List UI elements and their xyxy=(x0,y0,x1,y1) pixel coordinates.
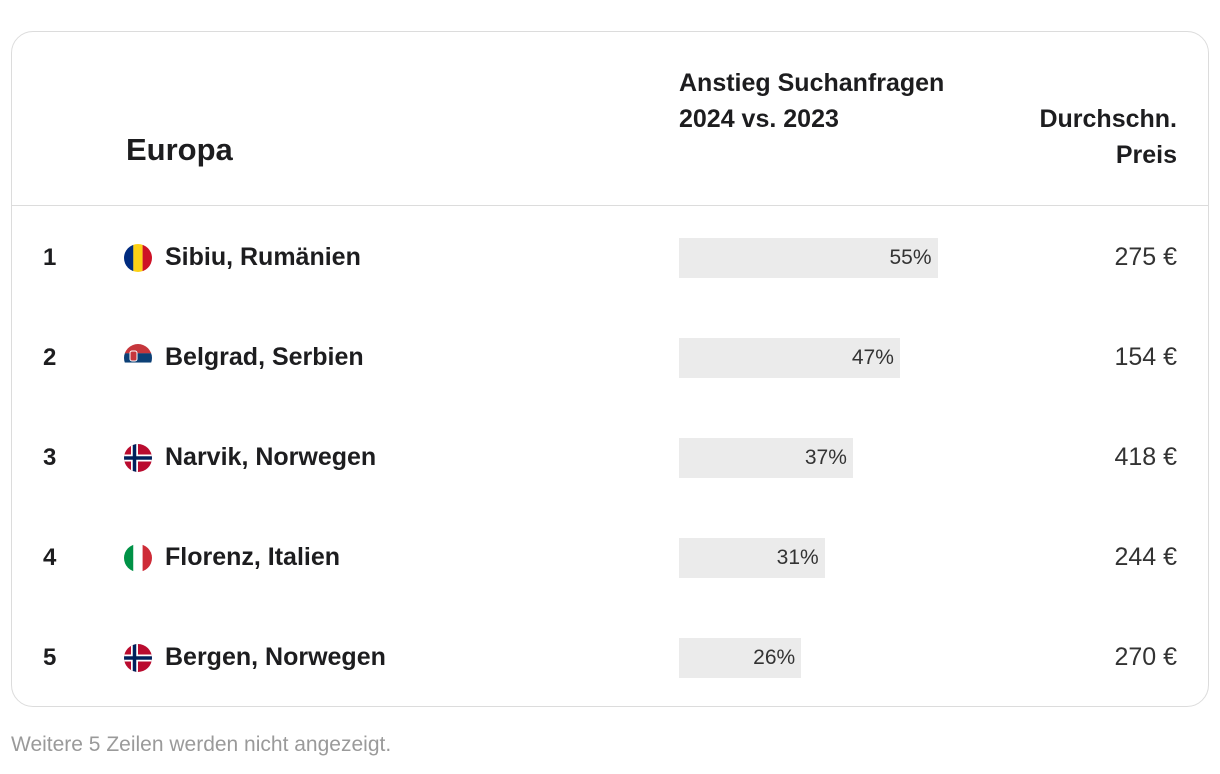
increase-label: 26% xyxy=(753,646,796,669)
increase-bar: 55% xyxy=(679,238,938,278)
flag-icon xyxy=(124,344,152,372)
table-card: Europa Anstieg Suchanfragen 2024 vs. 202… xyxy=(11,31,1209,707)
rank: 5 xyxy=(43,644,57,671)
destination-name: Florenz, Italien xyxy=(165,543,341,571)
flag-icon xyxy=(124,444,152,472)
header-increase: Anstieg Suchanfragen 2024 vs. 2023 xyxy=(679,69,945,133)
flag xyxy=(124,644,152,672)
destination-name: Sibiu, Rumänien xyxy=(165,243,361,271)
header-separator xyxy=(12,205,1208,206)
flag xyxy=(124,244,152,272)
flag-icon xyxy=(124,644,152,672)
price: 154 € xyxy=(1114,343,1177,371)
flag xyxy=(124,344,152,372)
footer-note: Weitere 5 Zeilen werden nicht angezeigt. xyxy=(11,733,392,756)
destination-name: Bergen, Norwegen xyxy=(165,643,386,671)
price: 418 € xyxy=(1114,443,1177,471)
flag xyxy=(124,544,152,572)
flag-icon xyxy=(124,244,152,272)
rank: 2 xyxy=(43,344,57,371)
destination-name: Narvik, Norwegen xyxy=(165,443,377,471)
rank: 1 xyxy=(43,244,57,271)
increase-bar: 37% xyxy=(679,438,853,478)
price: 244 € xyxy=(1114,543,1177,571)
increase-bar: 31% xyxy=(679,538,825,578)
increase-label: 55% xyxy=(889,246,932,269)
increase-bar: 26% xyxy=(679,638,802,678)
increase-label: 37% xyxy=(804,446,847,469)
flag xyxy=(124,444,152,472)
header-price: Durchschn. Preis xyxy=(1039,105,1177,169)
increase-label: 47% xyxy=(851,346,894,369)
price: 270 € xyxy=(1114,643,1177,671)
rank: 3 xyxy=(43,444,57,471)
increase-label: 31% xyxy=(776,546,819,569)
increase-bar: 47% xyxy=(679,338,900,378)
price: 275 € xyxy=(1114,243,1177,271)
flag-icon xyxy=(124,544,152,572)
rank: 4 xyxy=(43,544,57,571)
header-region: Europa xyxy=(126,132,233,167)
destination-name: Belgrad, Serbien xyxy=(165,343,364,371)
